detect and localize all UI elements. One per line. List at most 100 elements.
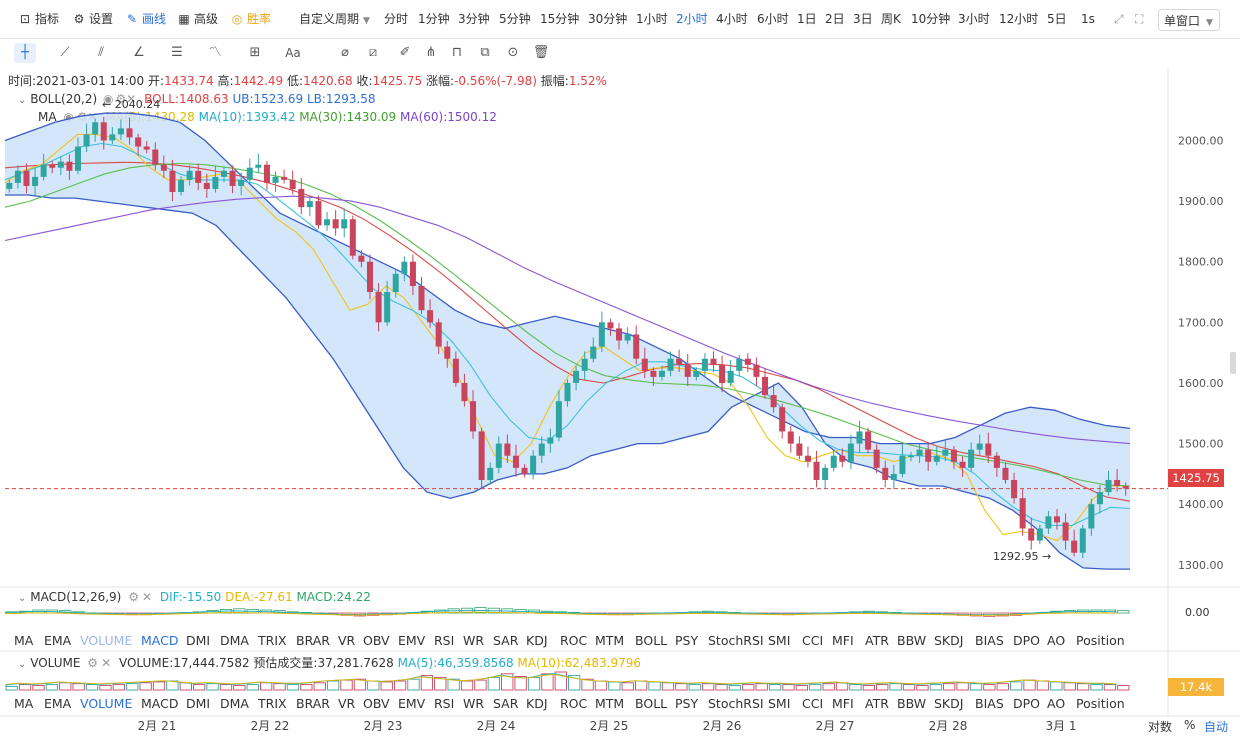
indicator-tab-cci[interactable]: CCI bbox=[802, 633, 824, 648]
period-3[interactable]: 5分钟 bbox=[499, 12, 531, 26]
indicator-tab-atr[interactable]: ATR bbox=[865, 633, 889, 648]
period-17[interactable]: 5日 bbox=[1047, 12, 1067, 26]
trendline-icon[interactable]: ⟋ bbox=[60, 45, 70, 60]
indicator-tab-ao[interactable]: AO bbox=[1047, 633, 1066, 648]
fullscreen-icon[interactable]: ⛶ bbox=[1135, 12, 1144, 26]
indicator-tab-skdj[interactable]: SKDJ bbox=[934, 696, 964, 711]
collapse-icon[interactable]: ⌄ bbox=[18, 593, 27, 604]
period-11[interactable]: 2日 bbox=[825, 12, 845, 26]
indicator-tab-bbw[interactable]: BBW bbox=[897, 696, 927, 711]
gear-icon[interactable]: ⚙ bbox=[115, 92, 127, 106]
period-6[interactable]: 1小时 bbox=[636, 12, 668, 26]
indicator-tab-position[interactable]: Position bbox=[1076, 633, 1125, 648]
eye-icon[interactable]: ⊙ bbox=[507, 45, 519, 60]
period-4[interactable]: 15分钟 bbox=[540, 12, 580, 26]
indicator-tab-macd[interactable]: MACD bbox=[141, 696, 179, 711]
period-7[interactable]: 2小时 bbox=[676, 12, 708, 26]
indicator-tab-rsi[interactable]: RSI bbox=[434, 696, 455, 711]
indicator-tab-wr[interactable]: WR bbox=[463, 633, 485, 648]
indicator-tab-psy[interactable]: PSY bbox=[675, 633, 699, 648]
period-14[interactable]: 10分钟 bbox=[911, 12, 951, 26]
custom-period-dropdown[interactable]: 自定义周期 ▼ bbox=[299, 12, 370, 26]
indicator-tab-brar[interactable]: BRAR bbox=[296, 696, 330, 711]
indicator-tab-roc[interactable]: ROC bbox=[560, 696, 588, 711]
indicator-tab-sar[interactable]: SAR bbox=[493, 696, 519, 711]
indicator-tab-vr[interactable]: VR bbox=[338, 633, 356, 648]
indicator-tab-macd[interactable]: MACD bbox=[141, 633, 179, 648]
indicator-tab-obv[interactable]: OBV bbox=[363, 696, 390, 711]
indicator-tab-mtm[interactable]: MTM bbox=[595, 696, 625, 711]
indicator-tab-mtm[interactable]: MTM bbox=[595, 633, 625, 648]
auto-scale-toggle[interactable]: 自动 bbox=[1204, 720, 1229, 734]
period-13[interactable]: 周K bbox=[881, 12, 901, 26]
period-9[interactable]: 6小时 bbox=[757, 12, 789, 26]
indicator-tab-trix[interactable]: TRIX bbox=[258, 633, 287, 648]
indicator-tab-rsi[interactable]: RSI bbox=[434, 633, 455, 648]
brush-icon[interactable]: ✐ bbox=[399, 45, 411, 60]
indicator-tab-emv[interactable]: EMV bbox=[398, 633, 426, 648]
indicator-tab-ema[interactable]: EMA bbox=[44, 633, 72, 648]
close-icon[interactable]: ✕ bbox=[101, 656, 112, 670]
indicator-tab-cci[interactable]: CCI bbox=[802, 696, 824, 711]
gear-icon[interactable]: ⚙ bbox=[128, 590, 139, 604]
indicator-tab-ma[interactable]: MA bbox=[14, 633, 34, 648]
indicator-tab-ema[interactable]: EMA bbox=[44, 696, 72, 711]
indicator-tab-emv[interactable]: EMV bbox=[398, 696, 426, 711]
indicator-tab-dpo[interactable]: DPO bbox=[1013, 696, 1041, 711]
text-icon[interactable]: Aa bbox=[285, 46, 301, 60]
period-5[interactable]: 30分钟 bbox=[588, 12, 628, 26]
magnet-icon[interactable]: ⋔ bbox=[425, 45, 437, 60]
indicator-tab-dma[interactable]: DMA bbox=[220, 696, 249, 711]
period-8[interactable]: 4小时 bbox=[716, 12, 748, 26]
indicator-tab-stochrsi[interactable]: StochRSI bbox=[708, 633, 764, 648]
indicator-tab-sar[interactable]: SAR bbox=[493, 633, 519, 648]
indicator-tab-dmi[interactable]: DMI bbox=[186, 633, 211, 648]
parallel-line-icon[interactable]: ⫽ bbox=[98, 45, 104, 60]
indicator-tab-stochrsi[interactable]: StochRSI bbox=[708, 696, 764, 711]
measure-icon[interactable]: ⌀ bbox=[341, 45, 349, 60]
advanced-button[interactable]: ▦ 高级 bbox=[177, 0, 218, 38]
indicator-tab-mfi[interactable]: MFI bbox=[832, 633, 854, 648]
gear-icon[interactable]: ⚙ bbox=[87, 656, 99, 670]
window-mode-select[interactable]: 单窗口 ▼ bbox=[1158, 9, 1220, 31]
indicator-tab-roc[interactable]: ROC bbox=[560, 633, 588, 648]
indicator-tab-kdj[interactable]: KDJ bbox=[526, 696, 548, 711]
period-1[interactable]: 1分钟 bbox=[418, 12, 450, 26]
eye-icon[interactable]: ◉ bbox=[102, 92, 114, 106]
period-18[interactable]: 1s bbox=[1081, 12, 1095, 26]
indicator-tab-skdj[interactable]: SKDJ bbox=[934, 633, 964, 648]
indicator-tab-psy[interactable]: PSY bbox=[675, 696, 699, 711]
indicator-tab-smi[interactable]: SMI bbox=[768, 696, 791, 711]
close-icon[interactable]: ✕ bbox=[141, 590, 153, 604]
indicator-tab-kdj[interactable]: KDJ bbox=[526, 633, 548, 648]
horizontal-lines-icon[interactable]: ☰ bbox=[171, 45, 183, 60]
ruler-icon[interactable]: ⧄ bbox=[368, 45, 378, 60]
period-15[interactable]: 3小时 bbox=[958, 12, 990, 26]
winrate-button[interactable]: ◎ 胜率 bbox=[230, 0, 271, 38]
indicator-tab-mfi[interactable]: MFI bbox=[832, 696, 854, 711]
close-icon[interactable]: ✕ bbox=[126, 92, 137, 106]
indicator-tab-dma[interactable]: DMA bbox=[220, 633, 249, 648]
percent-toggle[interactable]: % bbox=[1184, 718, 1196, 732]
indicator-tab-position[interactable]: Position bbox=[1076, 696, 1125, 711]
frame-icon[interactable]: ⊞ bbox=[249, 45, 261, 60]
period-0[interactable]: 分时 bbox=[384, 12, 409, 26]
indicator-tab-bias[interactable]: BIAS bbox=[975, 696, 1004, 711]
indicator-tab-bias[interactable]: BIAS bbox=[975, 633, 1004, 648]
right-scroll-handle[interactable] bbox=[1230, 352, 1236, 374]
crosshair-icon[interactable]: ┼ bbox=[14, 43, 36, 63]
indicator-tab-atr[interactable]: ATR bbox=[865, 696, 889, 711]
indicator-tab-boll[interactable]: BOLL bbox=[635, 696, 668, 711]
angle-icon[interactable]: ∠ bbox=[133, 45, 145, 60]
period-10[interactable]: 1日 bbox=[797, 12, 817, 26]
trash-icon[interactable]: 🗑 bbox=[532, 45, 550, 60]
indicator-tab-volume[interactable]: VOLUME bbox=[80, 633, 133, 648]
indicator-tab-volume[interactable]: VOLUME bbox=[80, 696, 133, 711]
copy-icon[interactable]: ⧉ bbox=[480, 45, 490, 60]
indicator-tab-trix[interactable]: TRIX bbox=[258, 696, 287, 711]
period-16[interactable]: 12小时 bbox=[999, 12, 1039, 26]
eye-icon[interactable]: ◉ bbox=[63, 110, 74, 124]
indicator-tab-obv[interactable]: OBV bbox=[363, 633, 390, 648]
collapse-icon[interactable]: ⌄ bbox=[18, 95, 27, 106]
